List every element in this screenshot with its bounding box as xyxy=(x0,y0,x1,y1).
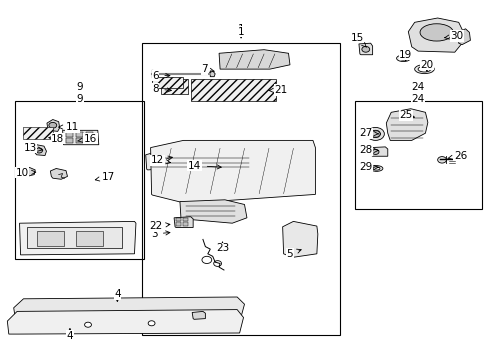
Text: 23: 23 xyxy=(215,242,229,253)
Text: 1: 1 xyxy=(237,27,244,38)
Bar xyxy=(23,127,53,139)
Polygon shape xyxy=(33,145,46,156)
Text: 18: 18 xyxy=(49,134,64,144)
Text: 3: 3 xyxy=(150,229,169,239)
Text: 29: 29 xyxy=(358,162,378,172)
Polygon shape xyxy=(234,170,279,174)
Circle shape xyxy=(361,46,369,52)
Bar xyxy=(183,218,188,221)
Bar xyxy=(85,138,93,143)
Bar xyxy=(354,101,481,209)
Text: 19: 19 xyxy=(398,50,412,60)
Polygon shape xyxy=(370,147,387,156)
Text: 16: 16 xyxy=(78,134,97,144)
Polygon shape xyxy=(62,130,99,145)
Bar xyxy=(37,231,63,246)
Ellipse shape xyxy=(417,66,430,72)
Ellipse shape xyxy=(369,166,382,171)
Text: 24: 24 xyxy=(410,94,424,104)
Polygon shape xyxy=(150,140,315,203)
Text: 27: 27 xyxy=(358,128,378,138)
Ellipse shape xyxy=(396,55,409,62)
Text: 8: 8 xyxy=(152,84,171,94)
Bar xyxy=(76,138,83,143)
Text: 30: 30 xyxy=(444,31,463,41)
Text: 7: 7 xyxy=(201,64,214,74)
Polygon shape xyxy=(234,164,279,168)
Polygon shape xyxy=(7,310,243,334)
Circle shape xyxy=(49,122,57,128)
Bar xyxy=(85,132,93,137)
Text: 11: 11 xyxy=(59,122,79,132)
Text: 4: 4 xyxy=(114,289,121,301)
Circle shape xyxy=(148,321,155,326)
Text: 24: 24 xyxy=(410,82,424,92)
Text: 22: 22 xyxy=(148,221,169,231)
Bar xyxy=(151,77,183,88)
Bar xyxy=(161,79,188,94)
Bar xyxy=(66,132,73,137)
Bar xyxy=(76,231,102,246)
Polygon shape xyxy=(145,148,255,170)
Text: 12: 12 xyxy=(150,155,170,165)
Polygon shape xyxy=(180,200,246,223)
Bar xyxy=(142,43,339,335)
Circle shape xyxy=(366,127,384,140)
Polygon shape xyxy=(192,311,205,319)
Polygon shape xyxy=(14,297,244,320)
Polygon shape xyxy=(47,120,60,131)
Text: 10: 10 xyxy=(16,168,36,178)
Bar xyxy=(27,227,122,248)
Ellipse shape xyxy=(419,24,452,41)
Bar xyxy=(15,101,144,259)
Circle shape xyxy=(165,159,174,166)
Polygon shape xyxy=(210,71,215,77)
Polygon shape xyxy=(282,221,317,257)
Polygon shape xyxy=(50,168,67,179)
Circle shape xyxy=(36,148,42,153)
Bar xyxy=(190,79,276,101)
Polygon shape xyxy=(407,18,463,52)
Text: 14: 14 xyxy=(187,161,221,171)
Text: 4: 4 xyxy=(66,329,73,341)
Bar xyxy=(176,218,181,221)
Text: 28: 28 xyxy=(358,145,378,156)
Text: 21: 21 xyxy=(268,85,287,95)
Text: 9: 9 xyxy=(76,82,83,92)
Text: 9: 9 xyxy=(76,94,83,104)
Text: 1: 1 xyxy=(237,24,244,34)
Polygon shape xyxy=(20,221,136,255)
Polygon shape xyxy=(20,167,35,176)
Circle shape xyxy=(370,130,380,138)
Text: 2: 2 xyxy=(154,155,172,165)
Polygon shape xyxy=(458,29,469,45)
Circle shape xyxy=(161,156,178,169)
Polygon shape xyxy=(219,50,289,69)
Polygon shape xyxy=(174,217,193,228)
Polygon shape xyxy=(358,43,372,55)
Text: 5: 5 xyxy=(286,249,301,259)
Bar xyxy=(66,138,73,143)
Text: 13: 13 xyxy=(23,143,43,153)
Ellipse shape xyxy=(399,57,407,60)
Ellipse shape xyxy=(372,167,379,170)
Text: 25: 25 xyxy=(398,110,414,120)
Text: 26: 26 xyxy=(447,150,467,161)
Polygon shape xyxy=(386,109,427,140)
Ellipse shape xyxy=(414,65,433,74)
Text: 15: 15 xyxy=(349,33,366,47)
Bar xyxy=(76,132,83,137)
Text: 6: 6 xyxy=(152,71,169,81)
Circle shape xyxy=(371,149,378,154)
Bar xyxy=(183,222,188,226)
Bar xyxy=(176,222,181,226)
Text: 17: 17 xyxy=(95,172,115,182)
Circle shape xyxy=(437,157,446,163)
Circle shape xyxy=(84,322,91,327)
Text: 20: 20 xyxy=(420,60,432,71)
